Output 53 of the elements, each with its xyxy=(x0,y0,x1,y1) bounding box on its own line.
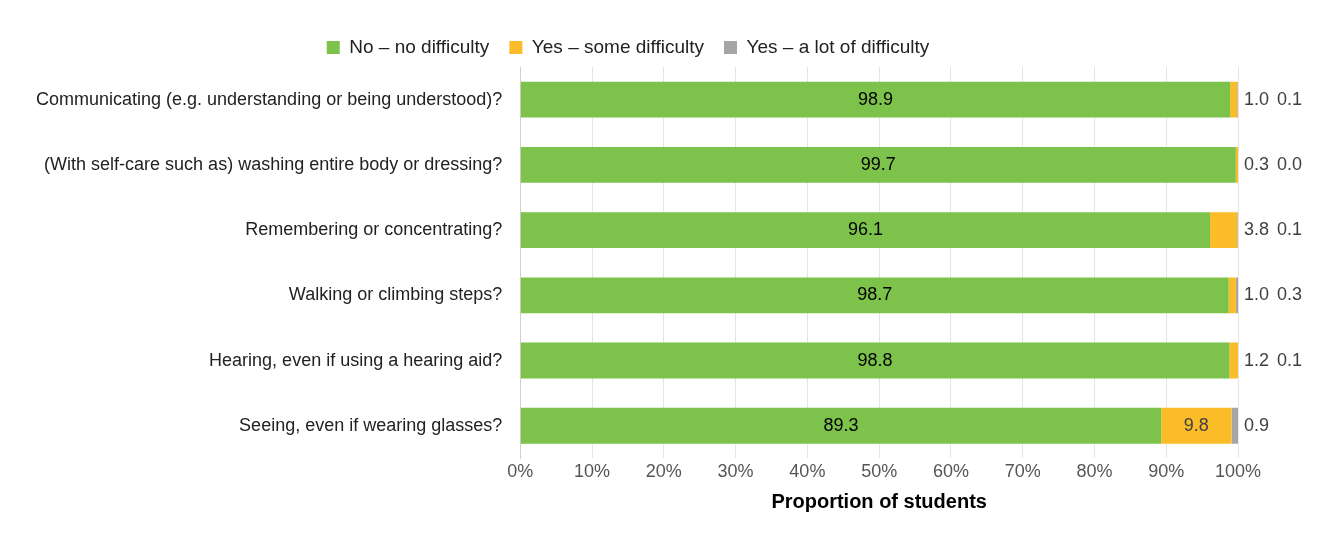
bar xyxy=(1228,277,1236,314)
x-tick-label: 70% xyxy=(1004,461,1041,482)
x-tick-label: 50% xyxy=(861,461,898,482)
data-label: 0.9 xyxy=(1244,414,1270,435)
x-tick-label: 60% xyxy=(932,461,969,482)
bar xyxy=(1161,407,1232,444)
data-label: 99.7 xyxy=(860,153,896,174)
x-tick-label: 100% xyxy=(1214,461,1262,482)
data-label: 98.9 xyxy=(857,88,893,109)
x-tick-label: 20% xyxy=(645,461,682,482)
bar xyxy=(1210,212,1238,249)
bar xyxy=(520,146,1236,183)
data-label: 0.3 xyxy=(1244,153,1270,174)
y-tick-label: (With self-care such as) washing entire body or dressing? xyxy=(44,153,503,174)
y-tick-label: Seeing, even if wearing glasses? xyxy=(239,414,503,435)
x-axis-title: Proportion of students xyxy=(771,489,987,512)
bar xyxy=(1235,277,1238,314)
bar xyxy=(1229,342,1238,379)
x-tick-label: 0% xyxy=(507,461,534,482)
data-label: 1.2 xyxy=(1244,349,1270,370)
bar xyxy=(520,342,1230,379)
x-tick-label: 80% xyxy=(1076,461,1113,482)
data-label: 96.1 xyxy=(847,219,883,240)
bar xyxy=(520,81,1231,118)
data-label: 0.1 xyxy=(1277,349,1303,370)
data-label: 0.0 xyxy=(1277,153,1303,174)
data-label: 98.8 xyxy=(857,349,893,370)
legend-label: Yes – a lot of difficulty xyxy=(746,35,930,57)
legend-label: Yes – some difficulty xyxy=(531,35,705,57)
bar xyxy=(1231,407,1238,444)
data-label: 0.1 xyxy=(1277,88,1303,109)
bar xyxy=(520,212,1211,249)
bar xyxy=(520,277,1229,314)
data-label: 9.8 xyxy=(1183,414,1209,435)
bar xyxy=(1230,81,1238,118)
data-label: 1.0 xyxy=(1244,88,1270,109)
data-label: 3.8 xyxy=(1244,219,1270,240)
x-tick-label: 10% xyxy=(574,461,611,482)
x-tick-label: 30% xyxy=(717,461,754,482)
x-tick-label: 40% xyxy=(789,461,826,482)
y-tick-label: Communicating (e.g. understanding or being understood)? xyxy=(35,88,503,109)
legend-label: No – no difficulty xyxy=(349,35,490,57)
data-label: 0.3 xyxy=(1277,284,1303,305)
y-tick-label: Walking or climbing steps? xyxy=(288,284,503,305)
x-tick-label: 90% xyxy=(1148,461,1185,482)
y-tick-label: Hearing, even if using a hearing aid? xyxy=(209,349,503,370)
data-label: 98.7 xyxy=(857,284,893,305)
bar xyxy=(1235,146,1238,183)
data-label: 89.3 xyxy=(823,414,859,435)
y-tick-label: Remembering or concentrating? xyxy=(245,219,503,240)
bar xyxy=(520,407,1162,444)
data-label: 1.0 xyxy=(1244,284,1270,305)
data-label: 0.1 xyxy=(1277,219,1303,240)
